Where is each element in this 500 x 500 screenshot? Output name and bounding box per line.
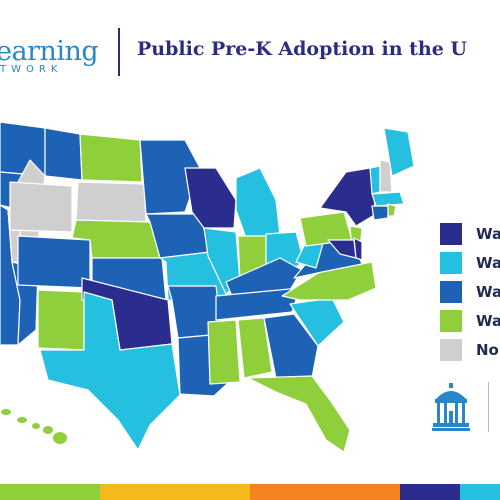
state-texas — [39, 291, 181, 451]
state-washington — [0, 121, 46, 177]
state-georgia — [263, 313, 319, 379]
state-michigan — [235, 167, 281, 239]
header-divider — [118, 28, 120, 76]
state-mississippi — [207, 319, 241, 385]
state-hawaii — [1, 409, 67, 444]
state-vermont — [369, 165, 381, 195]
legend-swatch-icon — [440, 310, 462, 332]
state-new-mexico — [37, 289, 85, 351]
state-maine — [383, 127, 415, 177]
legend-label: No — [476, 341, 499, 359]
legend-label: Wa — [476, 283, 500, 301]
state-wisconsin — [184, 167, 237, 229]
legend-label: Wa — [476, 254, 500, 272]
state-montana — [44, 127, 83, 181]
state-florida — [247, 375, 351, 453]
page-title: Public Pre-K Adoption in the U — [137, 38, 467, 60]
state-rhode-island — [387, 203, 397, 217]
header: earning TWORK Public Pre-K Adoption in t… — [0, 0, 500, 100]
legend-swatch-icon — [440, 281, 462, 303]
state-colorado — [17, 235, 91, 289]
legend-swatch-icon — [440, 339, 462, 361]
state-wyoming — [9, 181, 73, 233]
legend-swatch-icon — [440, 252, 462, 274]
state-tennessee — [215, 287, 301, 321]
footer-segment-orange — [250, 484, 400, 500]
state-connecticut — [371, 205, 389, 221]
footer-segment-lightblue — [460, 484, 500, 500]
state-kentucky — [225, 257, 303, 297]
footer-color-bar — [0, 484, 500, 500]
legend-label: Wa — [476, 225, 500, 243]
state-massachusetts — [371, 191, 405, 207]
footer-segment-yellow — [100, 484, 250, 500]
state-south-dakota — [75, 181, 147, 223]
unc-old-well-icon — [432, 383, 470, 431]
logo-subtitle: TWORK — [0, 64, 63, 75]
us-map — [0, 121, 415, 453]
logo-divider — [488, 382, 489, 432]
legend-swatch-icon — [440, 223, 462, 245]
logo-wordmark: earning — [0, 36, 99, 67]
state-delaware — [353, 237, 363, 261]
state-north-dakota — [79, 133, 143, 183]
footer-segment-navy — [400, 484, 460, 500]
legend-label: Wa — [476, 312, 500, 330]
state-alabama — [237, 317, 273, 379]
footer-segment-green — [0, 484, 100, 500]
